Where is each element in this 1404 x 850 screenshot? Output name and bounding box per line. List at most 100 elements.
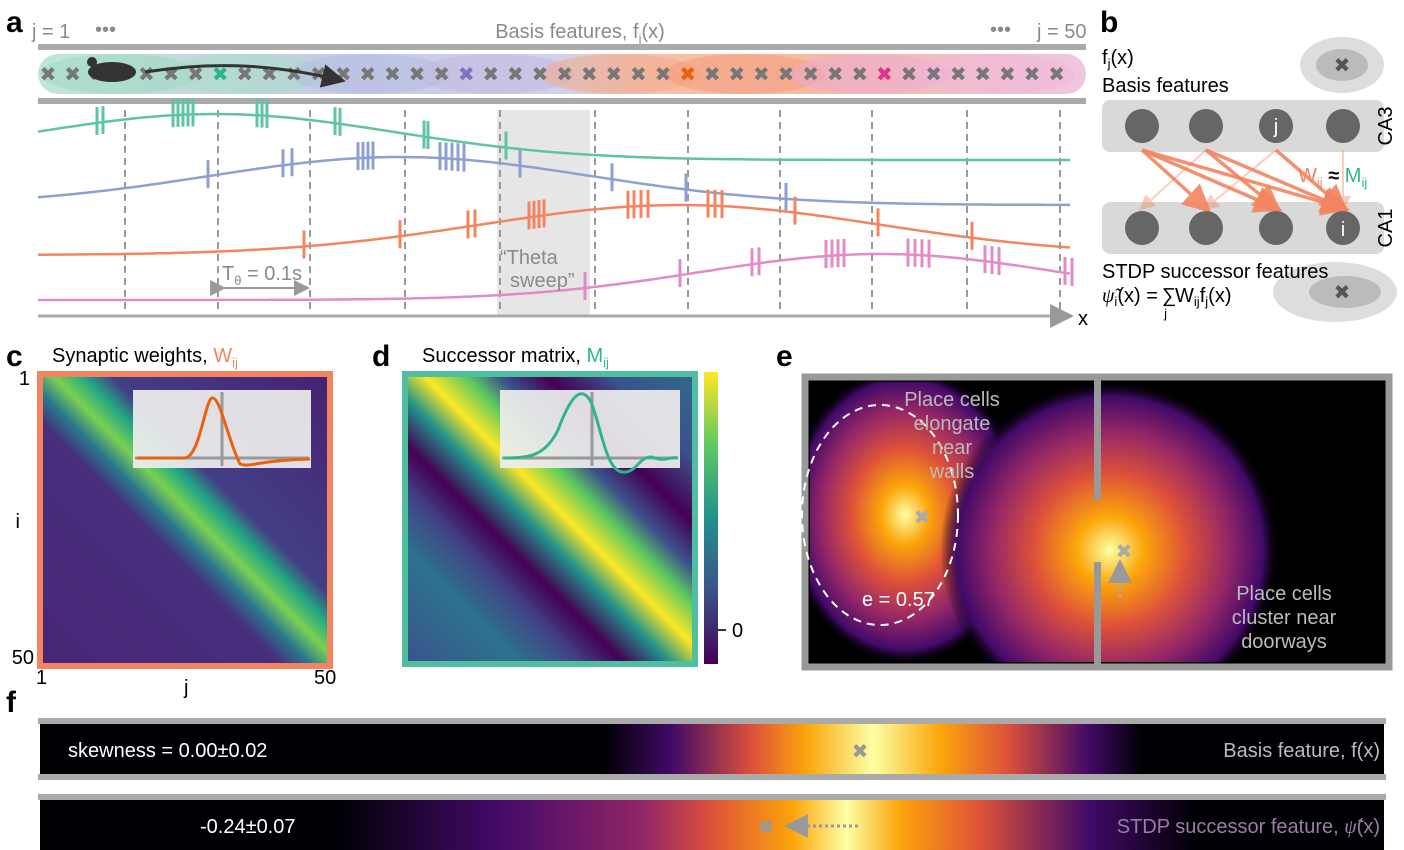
- cross: ✖: [433, 64, 450, 86]
- ca3-neuron: [1125, 109, 1159, 143]
- ca1-label: CA1: [1375, 209, 1397, 248]
- cross: ✖: [728, 64, 745, 86]
- x-label: j: [183, 677, 188, 699]
- skew-basis: skewness = 0.00±0.02: [68, 740, 267, 762]
- cross: ✖: [409, 64, 426, 86]
- wall: [1094, 562, 1101, 666]
- skew-stdp: -0.24±0.07: [200, 816, 296, 838]
- panel-label: a: [6, 6, 23, 39]
- m: M: [586, 345, 603, 367]
- track-wall: [38, 794, 1386, 800]
- wall-note: walls: [929, 461, 974, 483]
- basis-func: fj(x): [1102, 47, 1134, 71]
- panel-a: a j = 1 ••• Basis features, fj(x) ••• j …: [6, 6, 1088, 330]
- panel-f: f ✖ skewness = 0.00±0.02 Basis feature, …: [6, 686, 1386, 850]
- cross: ✖: [581, 64, 598, 86]
- ca3-neuron: [1189, 109, 1223, 143]
- sum: ∑: [1162, 285, 1176, 307]
- center: ✖: [758, 817, 775, 839]
- cross: ✖: [999, 64, 1016, 86]
- dots: •••: [95, 19, 116, 41]
- cross: ✖: [630, 64, 647, 86]
- cross: ✖: [64, 64, 81, 86]
- approx: ≈: [1323, 165, 1345, 187]
- cross: ✖: [556, 64, 573, 86]
- m-sub: ij: [603, 355, 609, 370]
- field-center: ✖: [1334, 55, 1351, 77]
- door-note: cluster near: [1232, 607, 1337, 629]
- cross: ✖: [679, 64, 696, 86]
- cross: ✖: [950, 64, 967, 86]
- cross: ✖: [286, 64, 303, 86]
- cross: ✖: [482, 64, 499, 86]
- stdp-title: STDP successor features: [1102, 261, 1328, 283]
- stdp-label: STDP successor feature, ψ̃(x): [1117, 816, 1380, 838]
- center: ✖: [1116, 541, 1133, 563]
- cross: ✖: [1048, 64, 1065, 86]
- ca1-neuron: [1125, 211, 1159, 245]
- panel-d: d Successor matrix, Mij 0: [372, 340, 743, 664]
- track-wall: [38, 774, 1386, 780]
- basis-title: Basis features: [1102, 75, 1229, 97]
- panel-label: e: [776, 340, 793, 373]
- center: ✖: [914, 507, 931, 529]
- cross: ✖: [802, 64, 819, 86]
- title: Successor matrix,: [422, 345, 586, 367]
- cross: ✖: [40, 64, 57, 86]
- cross: ✖: [778, 64, 795, 86]
- ca1-neuron: [1189, 211, 1223, 245]
- panel-label: b: [1100, 6, 1118, 39]
- panel-b: b fj(x) Basis features ✖ CA3 CA1 j i Wij…: [1100, 6, 1397, 322]
- f-arg: (x): [1110, 47, 1133, 69]
- w: W: [1298, 165, 1317, 187]
- track-wall: [38, 98, 1086, 104]
- dots: •••: [990, 19, 1011, 41]
- panel-title: Synaptic weights, Wij: [52, 345, 238, 370]
- cross: ✖: [507, 64, 524, 86]
- door-note: doorways: [1241, 631, 1327, 653]
- cross: ✖: [704, 64, 721, 86]
- cross: ✖: [851, 64, 868, 86]
- psi-arg: (x): [1357, 816, 1380, 838]
- wall: [1094, 380, 1101, 500]
- cross: ✖: [335, 64, 352, 86]
- cross: ✖: [605, 64, 622, 86]
- panel-c: c Synaptic weights, Wij 1 i 50 1 j 50: [6, 340, 336, 699]
- formula-arg: (x): [1208, 285, 1231, 307]
- sweep-line: “Theta: [500, 247, 559, 269]
- ca3-neuron: [1326, 109, 1360, 143]
- sweep-line: sweep”: [510, 270, 574, 292]
- theta-period: Tθ = 0.1s: [222, 263, 302, 288]
- theta-value: = 0.1s: [241, 263, 302, 285]
- cross: ✖: [753, 64, 770, 86]
- center: ✖: [852, 741, 869, 763]
- y-label: i: [16, 511, 20, 533]
- title-arg: (x): [641, 21, 664, 43]
- cross: ✖: [925, 64, 942, 86]
- m: M: [1345, 165, 1362, 187]
- theta-symbol: T: [222, 263, 234, 285]
- cross: ✖: [901, 64, 918, 86]
- cross: ✖: [876, 64, 893, 86]
- formula-left: (x) =: [1117, 285, 1158, 307]
- cross: ✖: [974, 64, 991, 86]
- x-right: 50: [314, 667, 336, 689]
- cross: ✖: [1024, 64, 1041, 86]
- ca1-neuron: [1259, 211, 1293, 245]
- cross: ✖: [532, 64, 549, 86]
- eccentricity: e = 0.57: [862, 589, 935, 611]
- title: Basis features, f: [495, 21, 639, 43]
- basis-label: Basis feature, f(x): [1223, 740, 1380, 762]
- cross: ✖: [359, 64, 376, 86]
- cross: ✖: [827, 64, 844, 86]
- title: Synaptic weights,: [52, 345, 213, 367]
- cross: ✖: [212, 64, 229, 86]
- node-i: i: [1341, 219, 1345, 241]
- mouse-ear: [87, 57, 97, 67]
- track-wall: [38, 44, 1086, 50]
- w-sub: ij: [232, 355, 238, 370]
- formula-w: W: [1175, 285, 1194, 307]
- panel-label: d: [372, 340, 390, 373]
- w: W: [213, 345, 232, 367]
- wall-note: Place cells: [904, 389, 1000, 411]
